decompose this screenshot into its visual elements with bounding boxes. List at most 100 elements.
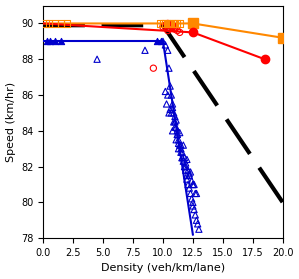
Point [167,66,171,70]
Point [190,182,195,187]
Point [175,129,180,133]
Point [192,182,196,187]
Point [173,21,177,26]
Point [187,173,192,178]
Point [183,168,188,172]
Point [181,143,186,147]
Point [184,157,189,162]
Point [177,130,182,135]
Point [151,66,156,70]
Y-axis label: Speed (km/hr): Speed (km/hr) [6,82,16,162]
Point [187,186,192,190]
Point [163,23,168,27]
Point [59,39,64,44]
Point [180,155,184,160]
Point [53,21,58,26]
Point [165,28,170,33]
Point [187,172,192,176]
Point [184,173,189,178]
Point [171,111,176,115]
Point [180,150,184,155]
Point [165,48,170,52]
Point [177,21,182,26]
Point [173,125,177,129]
Point [186,168,190,172]
X-axis label: Density (veh/km/lane): Density (veh/km/lane) [101,263,225,273]
Point [65,21,70,26]
Point [177,143,182,147]
Point [184,177,189,181]
Point [169,25,174,29]
Point [173,114,177,119]
Point [175,21,180,26]
Point [179,150,183,155]
Point [48,39,53,44]
Point [195,222,200,226]
Point [170,25,175,29]
Point [176,146,181,151]
Point [188,170,193,174]
Point [158,39,163,44]
Point [165,21,170,26]
Point [175,132,180,137]
Point [179,143,183,147]
Point [175,28,180,33]
Point [192,207,196,212]
Point [53,39,58,44]
Point [165,21,170,26]
Point [177,30,182,35]
Point [174,118,179,122]
Point [174,125,179,129]
Point [181,159,186,163]
Point [173,120,177,124]
Point [171,27,176,31]
Point [163,21,168,26]
Point [95,57,100,61]
Point [163,89,168,94]
Point [43,21,48,26]
Point [161,21,165,26]
Point [168,23,173,27]
Point [173,27,177,31]
Point [163,25,168,29]
Point [170,23,175,27]
Point [170,105,175,110]
Point [194,218,199,223]
Point [190,182,195,187]
Point [164,102,169,106]
Point [193,213,198,217]
Point [158,21,163,26]
Point [182,155,187,160]
Point [168,21,173,26]
Point [171,120,176,124]
Point [173,25,177,29]
Point [163,43,168,47]
Point [190,200,195,205]
Point [176,141,181,146]
Point [194,191,199,196]
Point [183,164,188,169]
Point [186,182,190,187]
Point [189,197,194,201]
Point [170,21,175,26]
Point [168,27,173,31]
Point [169,93,174,97]
Point [169,111,174,115]
Point [170,102,175,106]
Point [167,111,171,115]
Point [167,23,171,27]
Point [155,39,159,44]
Point [180,155,184,160]
Point [143,48,147,52]
Point [165,93,170,97]
Point [174,138,179,142]
Point [176,138,181,142]
Point [196,227,201,232]
Point [183,161,188,165]
Point [168,84,173,88]
Point [193,191,198,196]
Point [179,146,183,151]
Point [168,107,173,112]
Point [175,132,180,137]
Point [161,25,165,29]
